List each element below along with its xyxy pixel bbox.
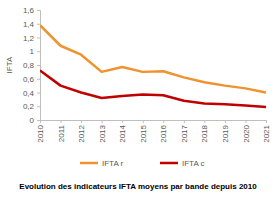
x-tick-label: 2010 <box>36 124 45 142</box>
chart-title: Evolution des indicateurs IFTA moyens pa… <box>19 182 257 191</box>
x-tick-label: 2011 <box>57 124 66 142</box>
y-tick: 1,2 <box>23 34 40 43</box>
x-tick-label: 2015 <box>139 124 148 142</box>
y-tick-mark <box>37 106 40 107</box>
y-tick-label: 1,2 <box>23 34 35 43</box>
y-tick-label: 0,8 <box>23 61 35 70</box>
x-tick: 2015 <box>139 120 148 143</box>
y-tick: 0,6 <box>23 75 40 84</box>
x-tick-label: 2019 <box>221 124 230 142</box>
x-tick: 2020 <box>242 120 251 143</box>
y-tick-mark <box>37 65 40 66</box>
x-tick-label: 2016 <box>159 124 168 142</box>
y-tick: 0,4 <box>23 89 40 98</box>
y-tick-label: 1,6 <box>23 6 35 15</box>
y-tick: 0,2 <box>23 102 40 111</box>
x-tick: 2011 <box>57 120 66 142</box>
legend-item: IFTA r <box>80 159 124 168</box>
y-tick-mark <box>37 79 40 80</box>
y-tick: 0,8 <box>23 61 40 70</box>
legend-label: IFTA c <box>182 159 205 168</box>
y-tick: 0 <box>30 116 40 125</box>
legend-swatch <box>80 162 98 165</box>
x-tick: 2016 <box>159 120 168 143</box>
x-tick-mark <box>122 120 123 123</box>
legend-item: IFTA c <box>160 159 205 168</box>
x-tick-mark <box>204 120 205 123</box>
lines <box>40 25 266 107</box>
x-tick-mark <box>225 120 226 123</box>
y-tick-mark <box>37 120 40 121</box>
y-tick-label: 0,6 <box>23 75 35 84</box>
y-tick: 1,4 <box>23 20 40 29</box>
x-tick-mark <box>245 120 246 123</box>
series-line <box>40 71 266 107</box>
y-axis: 0 0,2 0,4 0,6 0,8 1 1,2 1,4 1,6 <box>23 6 41 125</box>
x-tick: 2017 <box>180 120 189 143</box>
y-tick-label: 0 <box>30 116 35 125</box>
series-line <box>40 25 266 92</box>
x-tick-mark <box>40 120 41 123</box>
x-tick-mark <box>61 120 62 123</box>
y-tick-mark <box>37 10 40 11</box>
x-tick-label: 2013 <box>98 124 107 142</box>
x-tick-mark <box>266 120 267 123</box>
x-axis-line <box>41 121 267 124</box>
x-tick-mark <box>143 120 144 123</box>
y-tick-label: 1 <box>30 47 35 56</box>
y-axis-title: IFTA <box>5 56 14 73</box>
x-tick: 2019 <box>221 120 230 143</box>
y-tick: 1,6 <box>23 6 40 15</box>
y-axis-line <box>37 11 41 121</box>
y-tick-label: 1,4 <box>23 20 35 29</box>
x-tick: 2014 <box>118 120 127 143</box>
x-tick-label: 2021 <box>262 124 271 142</box>
x-tick-mark <box>81 120 82 123</box>
x-tick-label: 2017 <box>180 124 189 142</box>
y-tick-mark <box>37 51 40 52</box>
legend-label: IFTA r <box>102 159 124 168</box>
x-tick-label: 2014 <box>118 124 127 142</box>
y-tick-label: 0,2 <box>23 102 35 111</box>
y-tick: 1 <box>30 47 40 56</box>
y-tick-mark <box>37 24 40 25</box>
x-tick: 2013 <box>98 120 107 143</box>
x-axis: 2010 2011 2012 2013 2014 2015 2016 2017 2018 2019… <box>36 120 271 143</box>
legend-swatch <box>160 162 178 165</box>
x-tick-label: 2020 <box>242 124 251 142</box>
x-tick: 2010 <box>36 120 45 143</box>
x-tick-label: 2012 <box>77 124 86 142</box>
x-tick: 2021 <box>262 120 271 143</box>
chart: 00,20,40,60,811,21,41,620102011201220132… <box>0 0 276 200</box>
x-tick: 2012 <box>77 120 86 143</box>
x-tick-mark <box>102 120 103 123</box>
y-tick-label: 0,4 <box>23 89 35 98</box>
legend: IFTA r IFTA c <box>80 159 205 168</box>
x-tick-mark <box>163 120 164 123</box>
x-tick: 2018 <box>200 120 209 143</box>
y-tick-mark <box>37 93 40 94</box>
y-tick-mark <box>37 38 40 39</box>
x-tick-mark <box>184 120 185 123</box>
x-tick-label: 2018 <box>200 124 209 142</box>
